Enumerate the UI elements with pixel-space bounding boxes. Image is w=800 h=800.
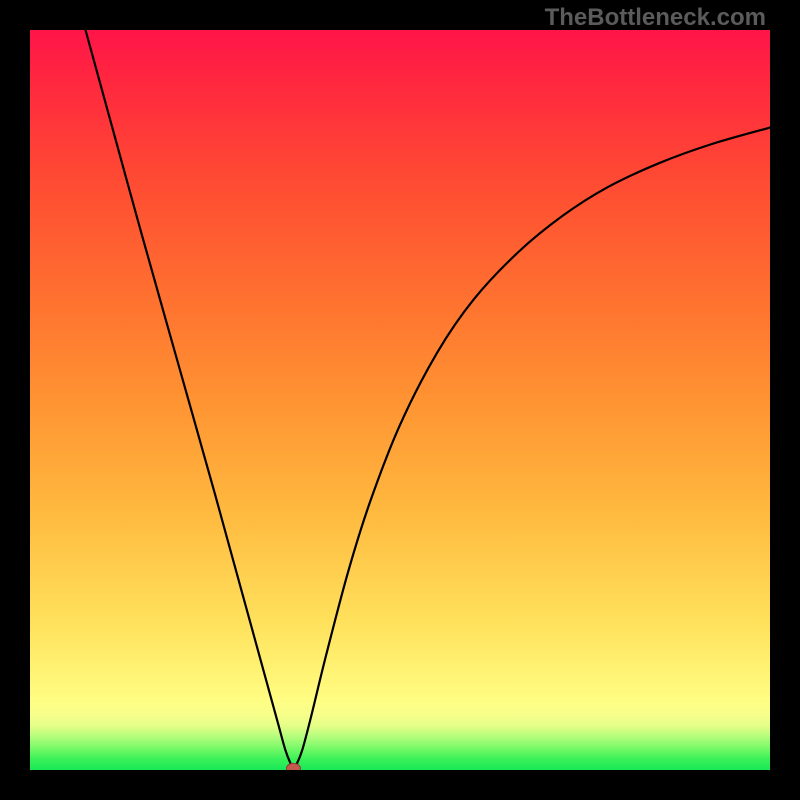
- chart-svg: [30, 30, 770, 770]
- minimum-marker: [286, 763, 300, 770]
- plot-area: [30, 30, 770, 770]
- chart-outer-frame: TheBottleneck.com: [0, 0, 800, 800]
- watermark-text: TheBottleneck.com: [545, 4, 766, 32]
- gradient-background: [30, 30, 770, 770]
